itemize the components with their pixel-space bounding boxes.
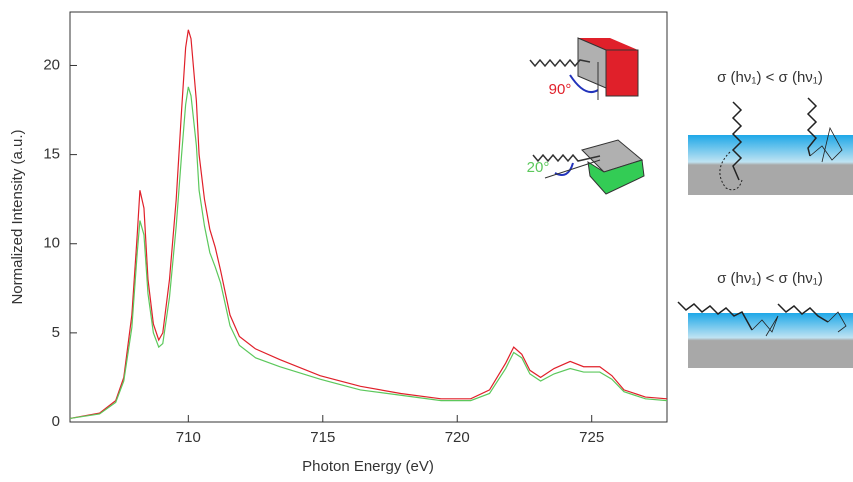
annotation: 90° (549, 81, 572, 98)
inset-90 (529, 37, 639, 100)
annotation: σ (hν₁) < σ (hν₁) (717, 69, 823, 86)
y-axis-label: Normalized Intensity (a.u.) (9, 129, 26, 304)
x-tick-label: 710 (176, 429, 201, 446)
annotation: 20° (527, 159, 550, 176)
x-tick-label: 725 (579, 429, 604, 446)
y-tick-label: 10 (43, 235, 60, 252)
x-tick-label: 720 (445, 429, 470, 446)
x-axis-label: Photon Energy (eV) (302, 458, 434, 475)
series-line (69, 86, 668, 420)
x-tick-label: 715 (310, 429, 335, 446)
y-tick-label: 0 (52, 413, 60, 430)
surface-diagram-1 (688, 97, 853, 195)
series-line (69, 29, 668, 420)
surface-diagram-2 (677, 301, 853, 368)
plot-frame (69, 11, 668, 423)
y-tick-label: 15 (43, 146, 60, 163)
y-tick-label: 5 (52, 324, 60, 341)
inset-20 (532, 139, 645, 195)
annotation: σ (hν₁) < σ (hν₁) (717, 270, 823, 287)
y-tick-label: 20 (43, 56, 60, 73)
